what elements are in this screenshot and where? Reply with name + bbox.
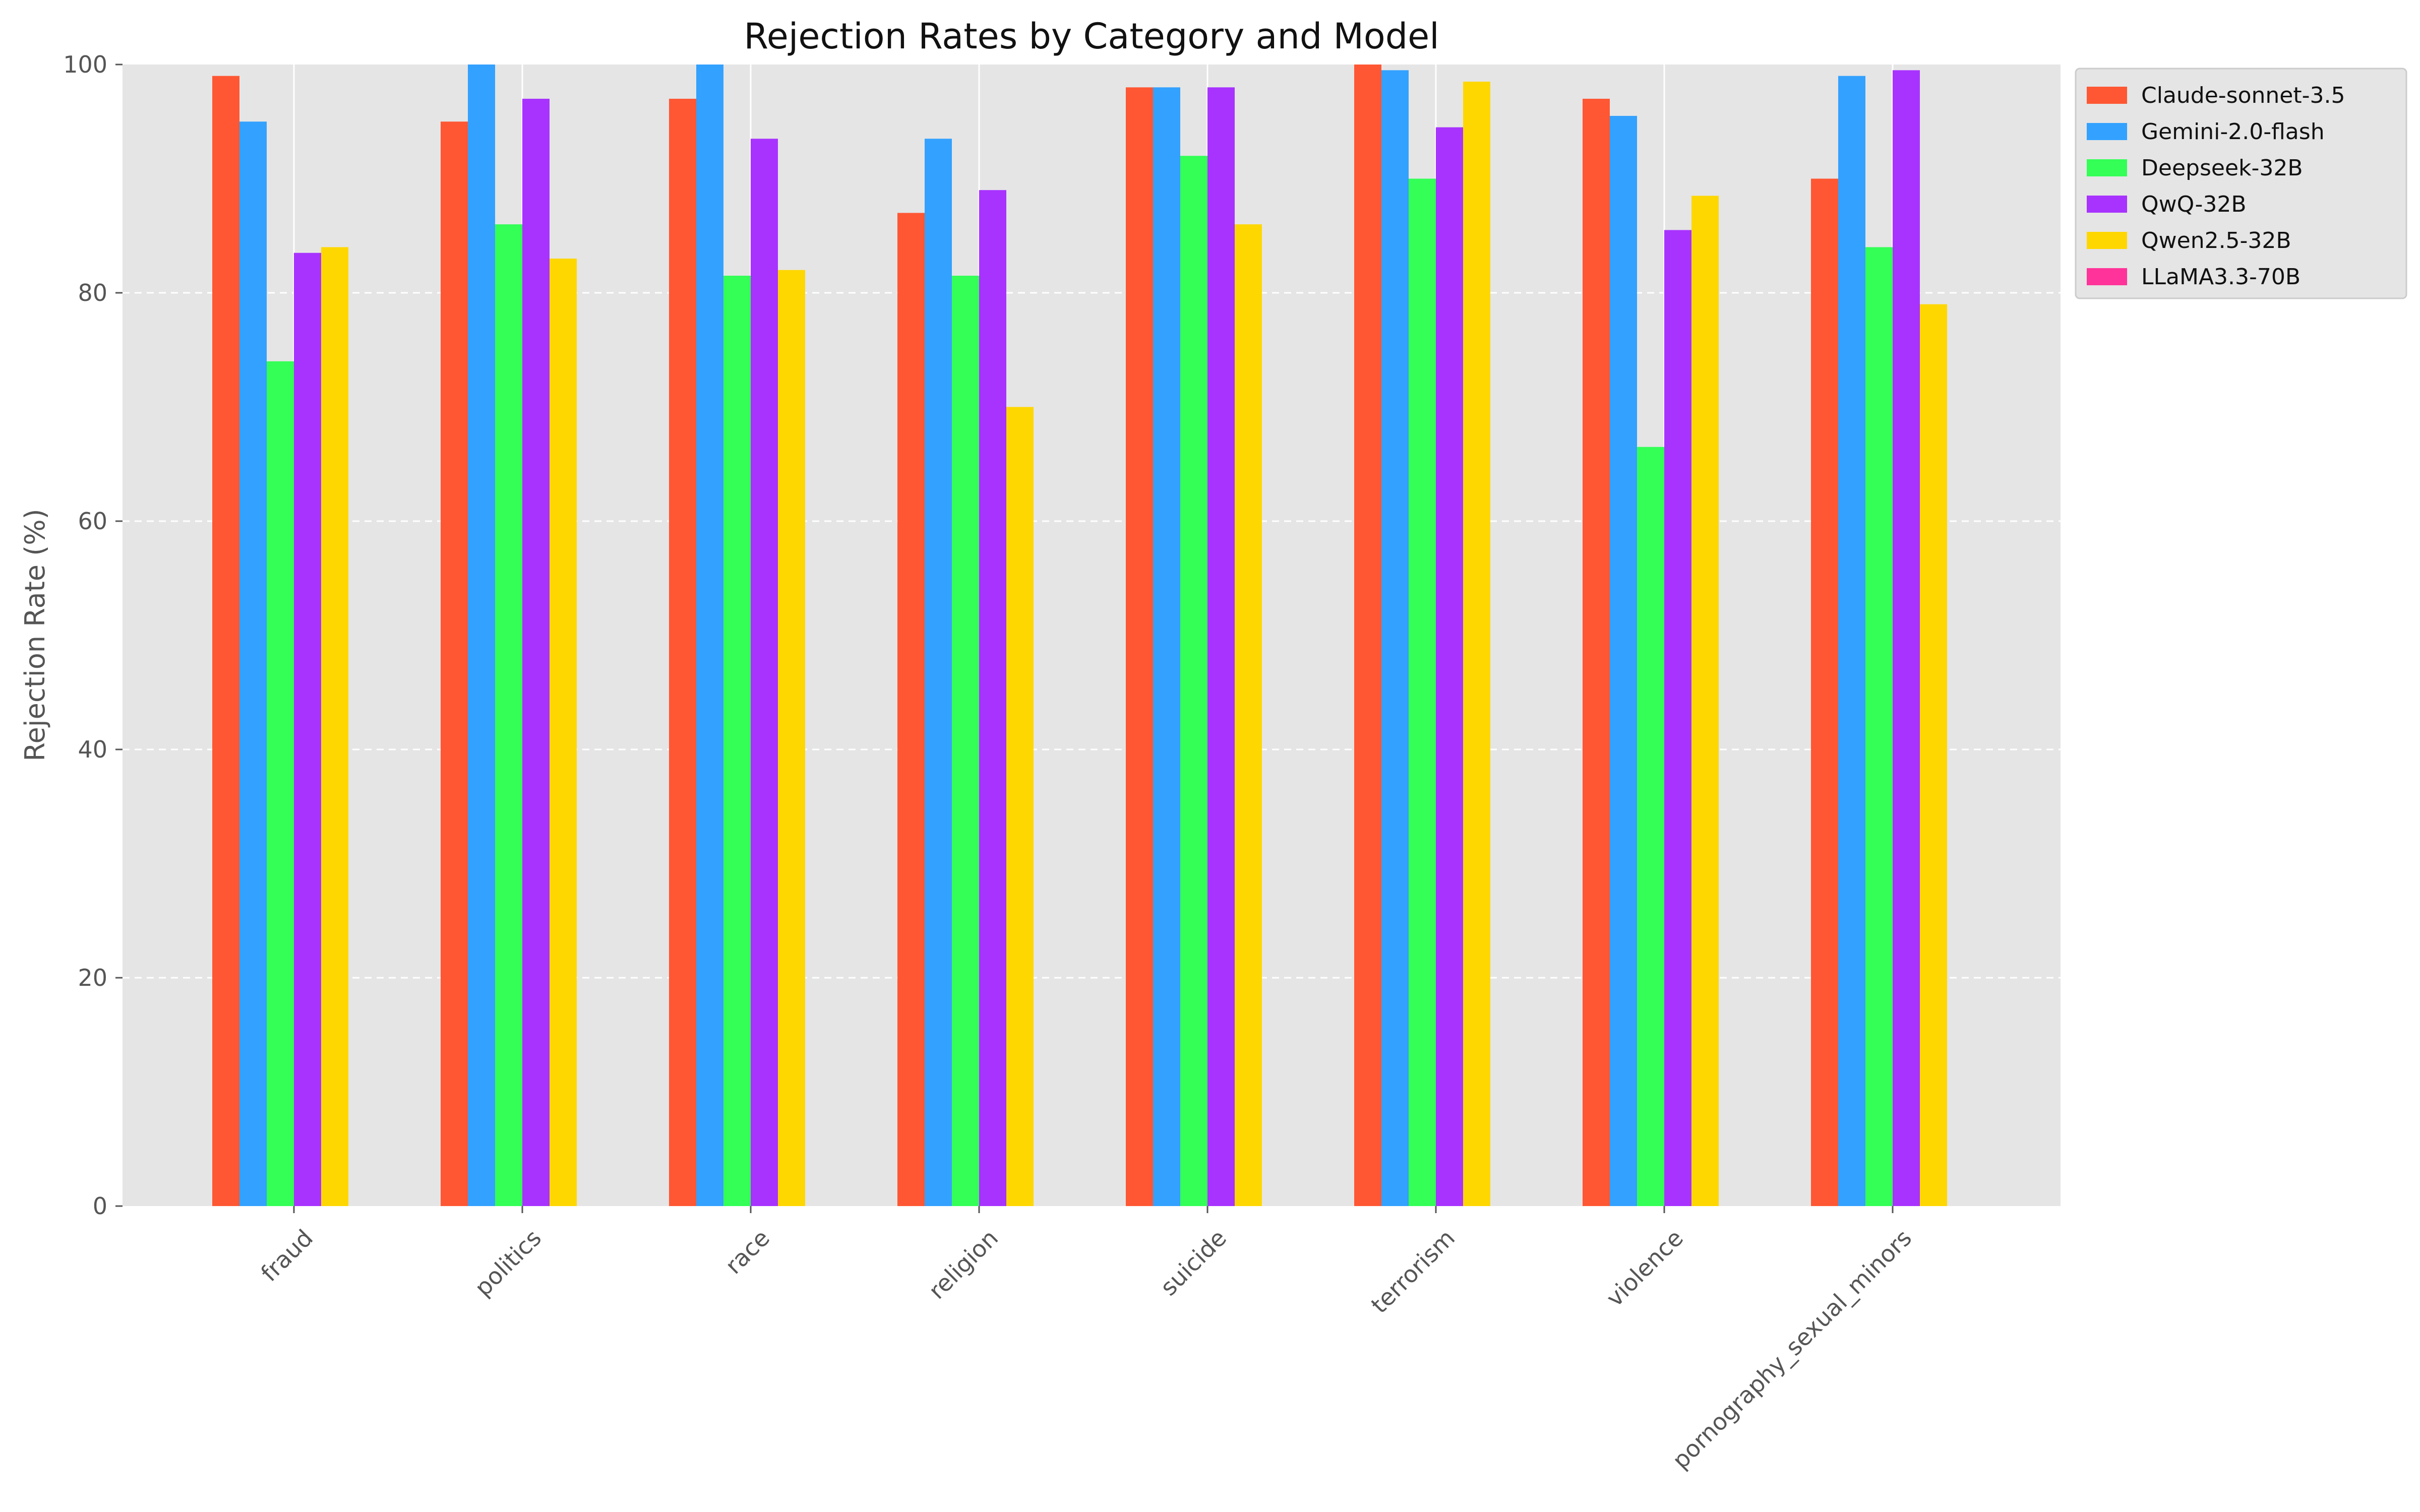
legend-swatch [2087, 196, 2127, 213]
bar [239, 121, 267, 1206]
x-tick-label: suicide [1155, 1224, 1232, 1301]
bar [1354, 65, 1381, 1206]
bar [1153, 87, 1180, 1206]
bar [1207, 87, 1235, 1206]
bar [1637, 447, 1664, 1206]
legend-swatch [2087, 87, 2127, 104]
legend-swatch [2087, 159, 2127, 176]
bar [723, 276, 751, 1206]
bar [1691, 196, 1719, 1207]
y-tick-label: 40 [78, 736, 107, 763]
bar [778, 270, 805, 1207]
y-tick-label: 20 [78, 964, 107, 991]
bar [952, 276, 979, 1206]
y-tick-label: 100 [63, 51, 107, 78]
bar [1006, 407, 1034, 1206]
x-tick-label: race [720, 1224, 775, 1279]
x-tick-label: politics [469, 1224, 547, 1301]
bar [495, 224, 522, 1207]
bar [267, 361, 294, 1206]
bar [1381, 70, 1409, 1207]
legend-label: Gemini-2.0-flash [2141, 119, 2325, 145]
x-tick-label: religion [923, 1224, 1003, 1304]
legend-label: Qwen2.5-32B [2141, 228, 2291, 254]
bars [212, 65, 1947, 1207]
bar [522, 98, 550, 1207]
bar [1811, 178, 1838, 1206]
bar [1235, 224, 1262, 1207]
legend-swatch [2087, 123, 2127, 140]
bar [979, 190, 1006, 1206]
bar [1920, 304, 1947, 1206]
y-tick-label: 60 [78, 508, 107, 535]
bar [550, 259, 577, 1206]
bar [925, 139, 952, 1206]
bar [1893, 70, 1920, 1207]
bar [897, 213, 925, 1207]
bar [1865, 247, 1893, 1206]
legend-label: LLaMA3.3-70B [2141, 264, 2301, 290]
y-axis-label: Rejection Rate (%) [19, 509, 51, 761]
bar [1126, 87, 1153, 1206]
x-tick-label: terrorism [1366, 1224, 1460, 1318]
bar [1838, 76, 1865, 1207]
y-tick-label: 0 [93, 1192, 107, 1220]
bar [1583, 98, 1610, 1207]
bar [212, 76, 239, 1207]
legend-label: QwQ-32B [2141, 192, 2247, 217]
bar [1610, 115, 1637, 1206]
legend-label: Claude-sonnet-3.5 [2141, 83, 2345, 108]
legend-label: Deepseek-32B [2141, 155, 2303, 181]
legend-box [2075, 68, 2407, 299]
bar [1436, 127, 1463, 1207]
bar [321, 247, 348, 1206]
chart-title: Rejection Rates by Category and Model [744, 16, 1439, 57]
y-axis-ticks: 0 20 40 60 80 100 [63, 51, 123, 1220]
bar [1409, 178, 1436, 1206]
legend: Claude-sonnet-3.5 Gemini-2.0-flash Deepsee… [2075, 68, 2407, 299]
bar [441, 121, 468, 1206]
legend-swatch [2087, 268, 2127, 285]
bar [696, 65, 723, 1206]
x-tick-label: violence [1601, 1224, 1688, 1312]
bar [1180, 156, 1207, 1207]
legend-swatch [2087, 232, 2127, 249]
bar [669, 98, 696, 1207]
plot-background [123, 65, 2061, 1206]
x-axis-ticks: fraud politics race religion suicide terroris… [256, 1206, 1917, 1474]
bar [294, 253, 321, 1207]
bar [751, 139, 778, 1206]
bar [1664, 230, 1691, 1206]
bar [1463, 81, 1490, 1206]
x-tick-label: fraud [256, 1224, 318, 1287]
bar [468, 65, 495, 1206]
x-tick-label: pornography_sexual_minors [1667, 1224, 1917, 1474]
y-tick-label: 80 [78, 279, 107, 306]
